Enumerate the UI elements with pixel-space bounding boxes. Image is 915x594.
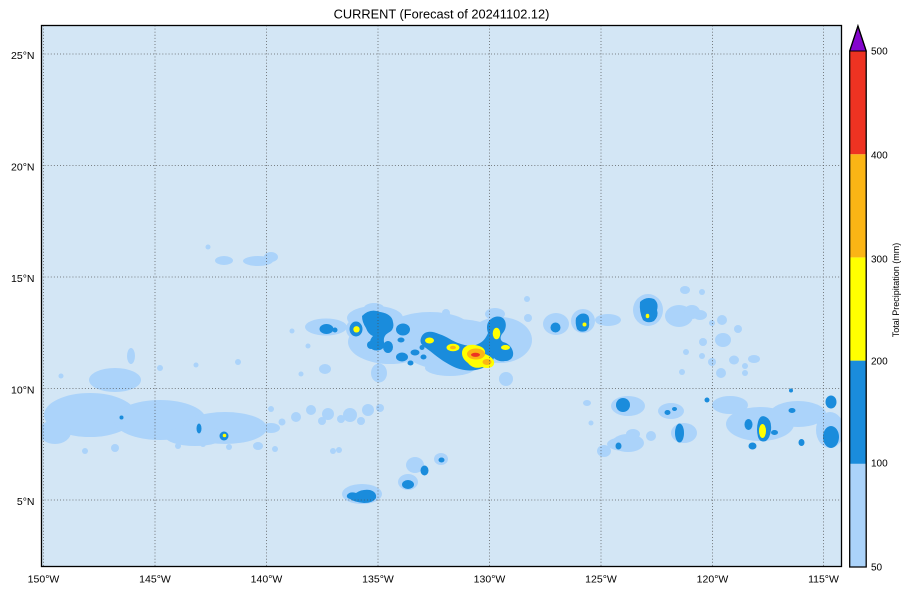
svg-text:10°N: 10°N [11, 385, 34, 397]
svg-text:400: 400 [871, 151, 888, 162]
svg-text:15°N: 15°N [11, 273, 34, 285]
svg-text:5°N: 5°N [17, 496, 35, 508]
svg-text:300: 300 [871, 255, 888, 266]
svg-text:135°W: 135°W [362, 574, 394, 586]
svg-text:20°N: 20°N [11, 162, 34, 174]
svg-text:50: 50 [871, 563, 883, 574]
svg-text:200: 200 [871, 357, 888, 368]
svg-text:115°W: 115°W [808, 574, 839, 586]
svg-text:125°W: 125°W [585, 574, 617, 586]
svg-text:500: 500 [871, 47, 888, 58]
svg-text:Total Precipitation (mm): Total Precipitation (mm) [891, 243, 901, 338]
svg-text:130°W: 130°W [474, 574, 506, 586]
svg-text:145°W: 145°W [139, 574, 171, 586]
svg-text:100: 100 [871, 459, 888, 470]
svg-text:120°W: 120°W [697, 574, 729, 586]
svg-text:25°N: 25°N [11, 50, 34, 62]
svg-text:140°W: 140°W [251, 574, 283, 586]
svg-text:150°W: 150°W [28, 574, 60, 586]
svg-text:CURRENT (Forecast of 20241102.: CURRENT (Forecast of 20241102.12) [334, 7, 550, 22]
